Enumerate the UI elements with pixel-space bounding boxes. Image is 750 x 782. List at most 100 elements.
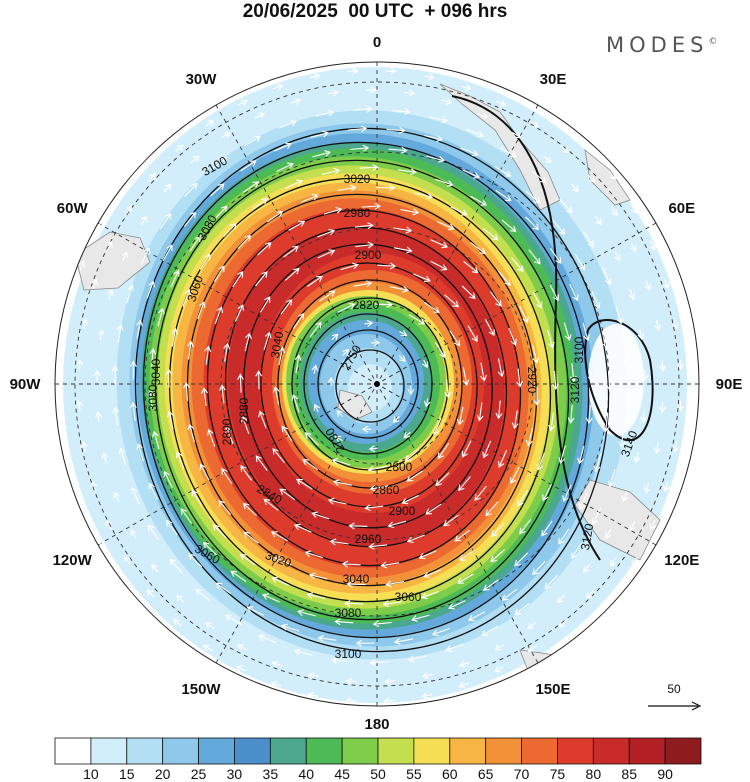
- wind-arrow: [569, 283, 579, 302]
- wind-arrow: [468, 611, 486, 622]
- wind-arrow: [406, 534, 425, 544]
- wind-arrow: [380, 561, 400, 569]
- reference-vector-label: 50: [667, 682, 681, 696]
- wind-arrow: [344, 600, 364, 607]
- wind-arrow: [159, 213, 172, 230]
- wind-arrow: [456, 406, 464, 426]
- colorbar-label: 80: [586, 766, 602, 782]
- wind-arrow: [173, 618, 182, 627]
- wind-arrow: [157, 307, 165, 327]
- wind-arrow: [57, 381, 65, 393]
- wind-arrow: [649, 520, 657, 531]
- wind-arrow: [327, 89, 339, 97]
- wind-arrow: [525, 190, 541, 204]
- colorbar-label: 85: [621, 766, 637, 782]
- wind-arrow: [630, 242, 637, 253]
- wind-arrow: [406, 470, 423, 482]
- wind-arrow: [304, 550, 323, 559]
- wind-arrow: [236, 644, 247, 651]
- wind-arrow: [180, 508, 193, 525]
- contour-label: 2860: [373, 483, 400, 497]
- wind-arrow: [334, 618, 354, 626]
- wind-arrow: [435, 178, 454, 187]
- contour-label: 2920: [525, 367, 539, 394]
- longitude-labels: 0 30E 60E 90E 120E 150E 180 150W 120W 90W 60W 30W: [10, 34, 743, 733]
- wind-arrow: [252, 198, 268, 210]
- wind-arrow: [424, 134, 444, 142]
- wind-arrow: [562, 484, 572, 503]
- wind-arrow: [255, 370, 263, 390]
- wind-arrow: [59, 339, 67, 352]
- colorbar-label: 60: [442, 766, 458, 782]
- wind-arrow: [129, 360, 137, 380]
- wind-arrow: [93, 369, 101, 382]
- wind-arrow: [274, 142, 292, 152]
- wind-arrow: [307, 691, 319, 699]
- wind-arrow: [258, 410, 267, 429]
- wind-arrow: [411, 614, 430, 622]
- wind-arrow: [237, 99, 248, 106]
- wind-arrow: [244, 332, 252, 352]
- wind-arrow: [235, 665, 246, 672]
- wind-arrow: [377, 262, 397, 270]
- colorbar-swatch: [557, 737, 594, 765]
- wind-arrow: [567, 404, 575, 424]
- wind-arrow: [309, 73, 321, 80]
- wind-arrow: [398, 355, 406, 362]
- wind-arrow: [514, 552, 529, 567]
- wind-arrow: [313, 403, 321, 413]
- wind-arrow: [430, 239, 449, 249]
- wind-arrow: [448, 600, 466, 610]
- wind-arrow: [558, 528, 570, 545]
- wind-arrow: [186, 340, 194, 360]
- wind-arrow: [460, 84, 472, 91]
- wind-arrow: [483, 228, 499, 241]
- colorbar-label: 15: [119, 766, 135, 782]
- logo-text: MODES: [606, 33, 709, 57]
- wind-arrow: [90, 481, 98, 492]
- wind-arrow: [517, 490, 529, 507]
- wind-arrow: [383, 697, 395, 705]
- wind-arrow: [221, 131, 231, 139]
- wind-arrow: [341, 560, 361, 568]
- wind-arrow: [97, 328, 105, 340]
- wind-arrow: [501, 219, 517, 233]
- wind-arrow: [204, 622, 215, 629]
- wind-arrow: [302, 458, 319, 471]
- wind-arrow: [658, 402, 666, 414]
- wind-arrow: [371, 339, 381, 347]
- wind-arrow: [293, 648, 313, 656]
- contour-label: 3040: [268, 330, 286, 359]
- wind-arrow: [461, 440, 472, 458]
- wind-arrow: [429, 116, 449, 124]
- wind-arrow: [397, 168, 417, 176]
- wind-arrow: [274, 556, 292, 566]
- wind-arrow: [608, 170, 616, 180]
- wind-arrow: [400, 208, 420, 216]
- colorbar-label: 10: [83, 766, 99, 782]
- wind-arrow: [76, 400, 83, 412]
- wind-arrow: [136, 319, 144, 339]
- wind-arrow: [495, 189, 512, 202]
- wind-arrow: [605, 529, 612, 540]
- wind-arrow: [663, 278, 670, 290]
- wind-arrow: [401, 494, 419, 505]
- wind-arrow: [182, 288, 191, 307]
- wind-arrow: [640, 411, 647, 423]
- wind-arrow: [570, 183, 579, 193]
- wind-arrow: [213, 265, 225, 282]
- wind-arrow: [237, 235, 252, 250]
- wind-arrow: [631, 204, 638, 214]
- wind-arrow: [234, 304, 245, 322]
- wind-arrow: [486, 74, 497, 81]
- wind-arrow: [460, 147, 479, 157]
- wind-arrow: [166, 410, 174, 430]
- colorbar-swatch: [305, 737, 343, 765]
- wind-arrow: [549, 247, 562, 264]
- wind-arrow: [552, 370, 559, 391]
- wind-arrow: [392, 416, 400, 423]
- wind-arrow: [393, 637, 413, 645]
- wind-arrow: [337, 303, 356, 313]
- wind-arrow: [164, 128, 174, 137]
- wind-arrow: [547, 329, 555, 349]
